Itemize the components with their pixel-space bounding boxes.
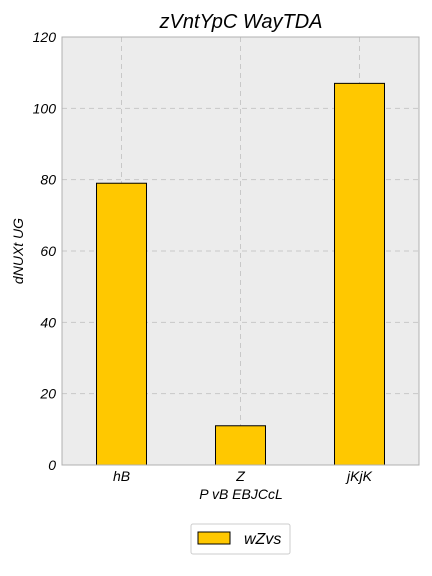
legend-swatch	[198, 532, 230, 544]
x-tick-label: Z	[235, 468, 245, 484]
x-tick-label: jKjK	[345, 468, 373, 484]
y-tick-label: 80	[40, 172, 56, 188]
y-axis-label: dNUXt UG	[10, 218, 26, 284]
y-tick-label: 0	[48, 457, 56, 473]
y-tick-label: 40	[40, 314, 56, 330]
x-axis-label: P vB EBJCcL	[199, 486, 283, 502]
bar-jKjK	[335, 83, 385, 465]
y-tick-label: 60	[40, 243, 56, 259]
x-tick-label: hB	[113, 468, 130, 484]
legend: wZvs	[191, 524, 290, 554]
bar-hB	[97, 183, 147, 465]
y-tick-label: 120	[33, 29, 57, 45]
chart-title: zVntYpC WayTDA	[158, 11, 322, 33]
bar-Z	[216, 426, 266, 465]
y-tick-label: 20	[39, 386, 56, 402]
legend-label: wZvs	[244, 531, 281, 548]
y-tick-labels: 0 20 40 60 80 100 120	[33, 29, 57, 473]
y-tick-label: 100	[33, 100, 57, 116]
